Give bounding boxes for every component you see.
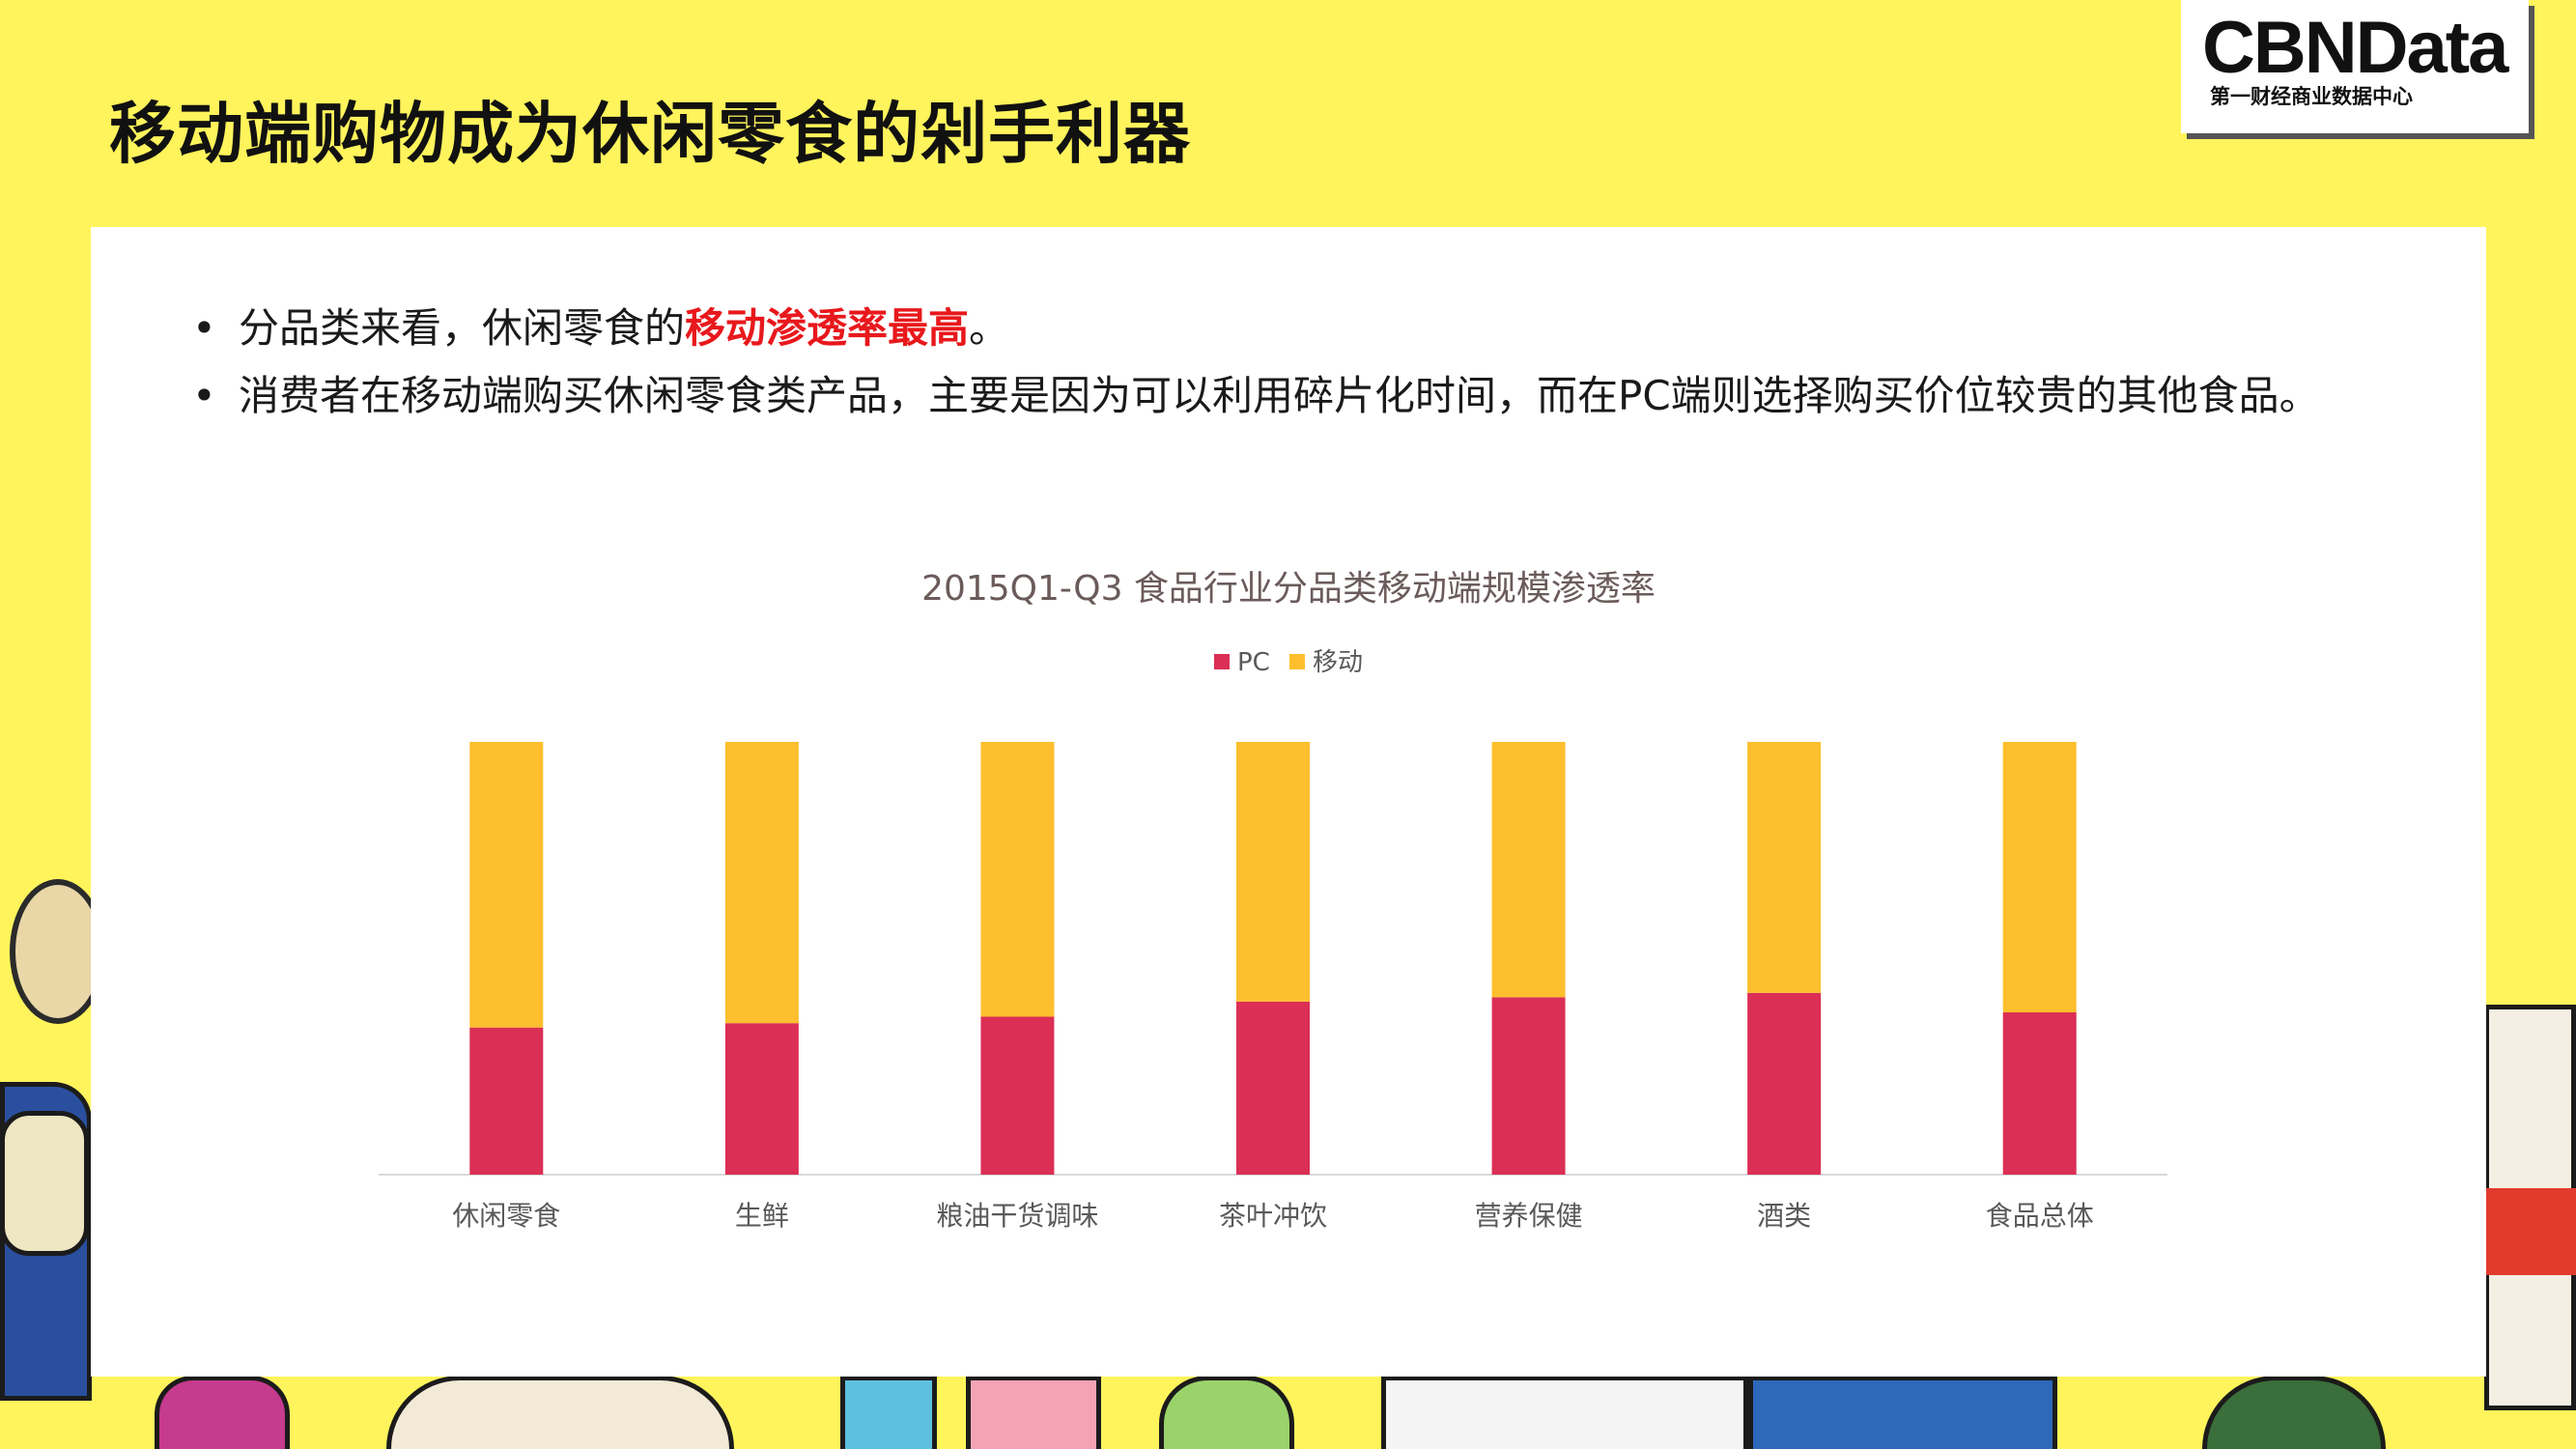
- bullet-item: • 分品类来看，休闲零食的移动渗透率最高。: [192, 295, 2320, 362]
- chart-legend: PC 移动: [91, 642, 2486, 678]
- stacked-bar-chart: 休闲零食 生鲜 粮油干货调味 茶叶冲饮 营养保健 酒类 食品总体: [379, 742, 2167, 1232]
- x-tick-label: 酒类: [1757, 1200, 1811, 1232]
- bar-segment-pc: [980, 1016, 1055, 1175]
- bullet-text: 分品类来看，休闲零食的: [239, 304, 686, 352]
- bullet-highlight: 移动渗透率最高: [685, 304, 970, 352]
- snack-doodle: [840, 1376, 937, 1449]
- cbndata-logo: CBNData 第一财经商业数据中心: [2181, 0, 2529, 133]
- snack-bag-doodle: [1381, 1376, 1748, 1449]
- bullet-text: 消费者在移动端购买休闲零食类产品，主要是因为可以利用碎片化时间，而在PC端则选择…: [239, 372, 2320, 419]
- snack-doodle: [2202, 1376, 2386, 1449]
- bullet-item: • 消费者在移动端购买休闲零食类产品，主要是因为可以利用碎片化时间，而在PC端则选…: [192, 362, 2320, 430]
- bar-segment-mobile: [1491, 742, 1566, 998]
- x-tick-label: 营养保健: [1475, 1200, 1583, 1232]
- bar-segment-pc: [724, 1023, 799, 1175]
- snack-doodle: [966, 1376, 1101, 1449]
- x-tick-label: 生鲜: [735, 1200, 789, 1232]
- x-tick-label: 粮油干货调味: [936, 1200, 1098, 1232]
- content-panel: • 分品类来看，休闲零食的移动渗透率最高。 • 消费者在移动端购买休闲零食类产品，主…: [91, 227, 2486, 1377]
- snack-doodle: [386, 1376, 734, 1449]
- bar-segment-mobile: [980, 742, 1055, 1017]
- bar-segment-pc: [2002, 1012, 2077, 1175]
- logo-subtitle: 第一财经商业数据中心: [2210, 85, 2413, 108]
- legend-swatch-mobile: [1289, 653, 1306, 669]
- bar-segment-pc: [1491, 997, 1566, 1175]
- snack-doodle: [1159, 1376, 1294, 1449]
- x-tick-label: 食品总体: [1986, 1200, 2094, 1232]
- snack-doodle: [155, 1376, 290, 1449]
- bullet-list: • 分品类来看，休闲零食的移动渗透率最高。 • 消费者在移动端购买休闲零食类产品，主…: [192, 295, 2320, 430]
- bar-segment-mobile: [2002, 742, 2077, 1012]
- ice-cream-doodle: [0, 1111, 89, 1256]
- logo-wordmark: CBNData: [2202, 7, 2508, 89]
- bar-segment-pc: [469, 1027, 544, 1175]
- bar-segment-mobile: [1236, 742, 1310, 1002]
- x-tick-label: 茶叶冲饮: [1219, 1200, 1327, 1232]
- slide-title: 移动端购物成为休闲零食的剁手利器: [109, 96, 1191, 173]
- bar-segment-mobile: [724, 742, 799, 1024]
- cookie-doodle: [10, 879, 106, 1024]
- x-tick-label: 休闲零食: [452, 1200, 560, 1232]
- bar-segment-mobile: [1747, 742, 1822, 993]
- bar-segment-mobile: [469, 742, 544, 1028]
- legend-label-mobile: 移动: [1313, 648, 1364, 677]
- bar-segment-pc: [1747, 992, 1822, 1175]
- bullet-dot: •: [192, 304, 216, 352]
- bullet-text-end: 。: [969, 304, 1010, 352]
- legend-label-pc: PC: [1236, 648, 1270, 677]
- legend-item-pc: PC: [1213, 648, 1270, 677]
- bullet-dot: •: [192, 372, 216, 419]
- chart-title: 2015Q1-Q3 食品行业分品类移动端规模渗透率: [921, 569, 1656, 609]
- snack-box-label-doodle: [2484, 1188, 2576, 1275]
- legend-swatch-pc: [1213, 653, 1230, 669]
- legend-item-mobile: 移动: [1289, 642, 1363, 678]
- bar-segment-pc: [1236, 1001, 1310, 1175]
- snack-box-doodle: [1748, 1376, 2057, 1449]
